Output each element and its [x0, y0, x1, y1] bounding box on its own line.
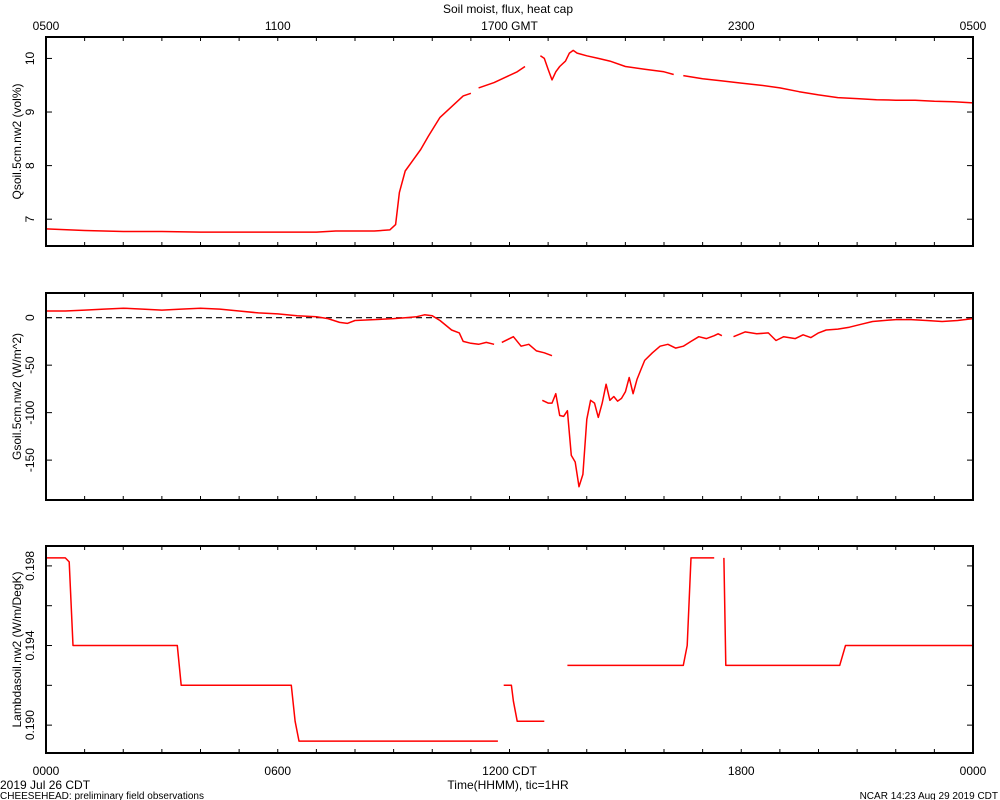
- y-axis-title: Qsoil.5cm.nw2 (vol%): [10, 83, 24, 199]
- y-tick-label: -50: [23, 356, 37, 374]
- top-tick-label: 0500: [960, 19, 987, 33]
- y-tick-label: 9: [23, 108, 37, 115]
- bottom-tick-label: 1200 CDT: [482, 764, 537, 778]
- top-axis: 0500 1100 1700 GMT 2300 0500: [33, 19, 987, 33]
- y-axis-title: Gsoil.5cm.nw2 (W/m^2): [10, 333, 24, 460]
- top-tick-label: 1700 GMT: [481, 19, 538, 33]
- series-line: [503, 684, 545, 722]
- y-axis-title: Lambdasoil.nw2 (W/m/DegK): [10, 571, 24, 727]
- series-line: [541, 333, 723, 488]
- series-line: [567, 557, 715, 667]
- y-tick-label: -100: [23, 400, 37, 424]
- x-axis-title: Time(HHMM), tic=1HR: [447, 778, 569, 792]
- bottom-tick-label: 0600: [264, 764, 291, 778]
- y-tick-label: 7: [23, 216, 37, 223]
- y-tick-label: -150: [23, 448, 37, 472]
- series-line: [683, 74, 974, 104]
- panel-frame: [45, 292, 974, 501]
- y-tick-label: 0.198: [23, 551, 37, 581]
- series-line: [539, 49, 674, 81]
- footer-date: 2019 Jul 26 CDT: [0, 778, 91, 792]
- series-line: [45, 92, 472, 233]
- series-line: [46, 557, 498, 742]
- y-tick-label: 8: [23, 162, 37, 169]
- y-tick-label: 0.194: [23, 630, 37, 660]
- panel-frame: [45, 36, 974, 247]
- series-line: [723, 557, 973, 667]
- bottom-tick-label: 0000: [960, 764, 987, 778]
- series-line: [478, 65, 526, 89]
- top-tick-label: 0500: [33, 19, 60, 33]
- top-tick-label: 2300: [728, 19, 755, 33]
- series-line: [501, 335, 553, 357]
- panel-frame: [45, 545, 974, 754]
- bottom-tick-label: 0000: [33, 764, 60, 778]
- y-tick-label: 10: [23, 51, 37, 65]
- chart-title: Soil moist, flux, heat cap: [443, 2, 573, 16]
- bottom-axis: 0000 0600 1200 CDT 1800 0000: [33, 764, 987, 778]
- footer-project: CHEESEHEAD: preliminary field observatio…: [0, 791, 204, 800]
- y-tick-label: 0: [23, 314, 37, 321]
- footer-generated: NCAR 14:23 Aug 29 2019 CDT: [860, 791, 998, 800]
- series-line: [46, 307, 495, 346]
- y-tick-label: 0.190: [23, 710, 37, 740]
- top-tick-label: 1100: [265, 19, 291, 33]
- bottom-tick-label: 1800: [728, 764, 755, 778]
- series-line: [733, 317, 974, 342]
- moisture-panel: 7 8 9 10 Qsoil.5cm.nw2 (vol%): [10, 36, 974, 247]
